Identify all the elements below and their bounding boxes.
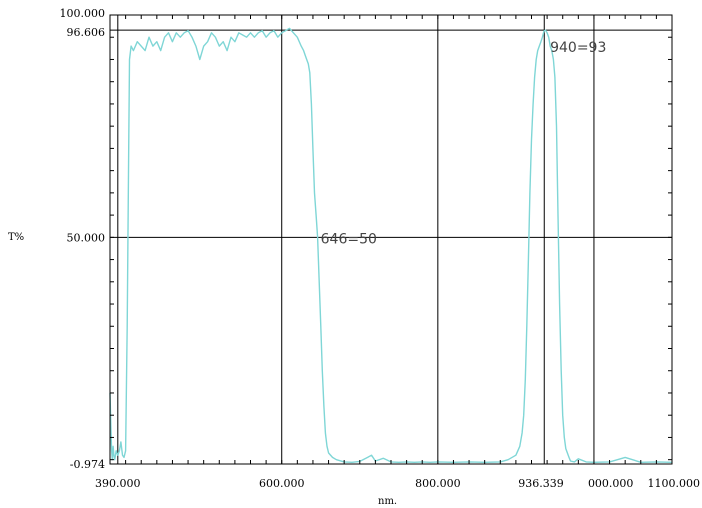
x-tick-label: 600.000 (259, 477, 305, 490)
annotation-label: 646=50 (321, 231, 377, 247)
series-line (109, 27, 673, 463)
axis-ticks (110, 14, 673, 464)
x-axis-label: nm. (378, 496, 397, 507)
y-tick-labels: 100.000 96.606 50.000 -0.974 (60, 7, 106, 471)
x-tick-label: 1100.000 (648, 477, 701, 490)
x-tick-label: 800.000 (415, 477, 461, 490)
x-tick-labels: 390.000 600.000 800.000 936.339 000.000 1100.… (95, 477, 700, 490)
y-tick-label: -0.974 (70, 458, 105, 471)
y-tick-label: 96.606 (67, 26, 106, 39)
y-tick-label: 50.000 (67, 231, 106, 244)
data-series (109, 27, 673, 463)
plot-frame (109, 14, 673, 465)
x-tick-label: 000.000 (588, 477, 634, 490)
y-tick-label: 100.000 (60, 7, 106, 20)
y-axis-label: T% (8, 232, 24, 243)
x-tick-label: 936.339 (518, 477, 564, 490)
grid-lines (110, 15, 672, 464)
annotations: 646=50 940=93 (321, 40, 607, 247)
x-tick-label: 390.000 (95, 477, 141, 490)
annotation-label: 940=93 (550, 40, 606, 56)
